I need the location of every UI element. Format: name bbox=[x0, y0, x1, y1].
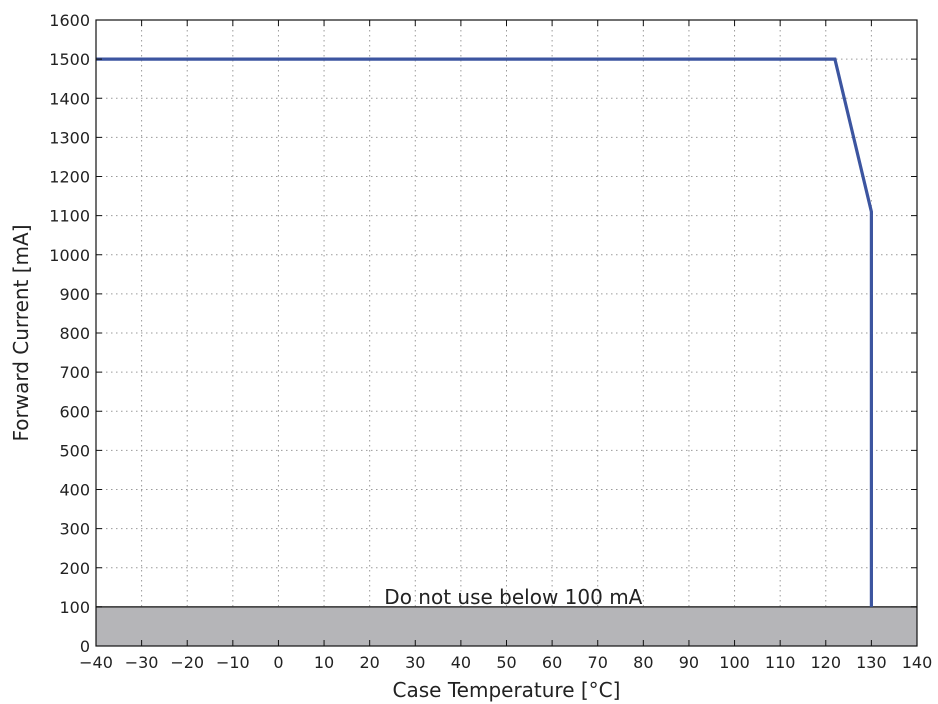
x-tick-label: 20 bbox=[359, 653, 379, 672]
x-tick-labels: −40 −30 −20 −10 0 10 20 30 40 50 60 70 80 90 100 110 120… bbox=[79, 653, 932, 672]
y-tick-label: 1600 bbox=[49, 11, 90, 30]
x-tick-label: 130 bbox=[856, 653, 887, 672]
x-tick-label: 0 bbox=[273, 653, 283, 672]
x-tick-label: 30 bbox=[405, 653, 425, 672]
x-tick-label: 100 bbox=[719, 653, 750, 672]
x-tick-label: −40 bbox=[79, 653, 113, 672]
x-tick-label: 40 bbox=[451, 653, 471, 672]
tick-layer bbox=[95, 19, 918, 647]
y-tick-label: 100 bbox=[59, 598, 90, 617]
y-tick-label: 900 bbox=[59, 285, 90, 304]
y-tick-label: 1300 bbox=[49, 128, 90, 147]
x-tick-label: 140 bbox=[902, 653, 933, 672]
y-tick-label: 500 bbox=[59, 441, 90, 460]
x-tick-label: −30 bbox=[125, 653, 159, 672]
y-tick-label: 800 bbox=[59, 324, 90, 343]
x-tick-label: 80 bbox=[633, 653, 653, 672]
do-not-use-annotation: Do not use below 100 mA bbox=[384, 585, 642, 609]
do-not-use-region bbox=[96, 606, 917, 646]
x-tick-label: 10 bbox=[314, 653, 334, 672]
y-tick-label: 1200 bbox=[49, 168, 90, 187]
y-tick-label: 600 bbox=[59, 402, 90, 421]
x-tick-label: 60 bbox=[542, 653, 562, 672]
y-tick-label: 1000 bbox=[49, 246, 90, 265]
y-tick-label: 300 bbox=[59, 520, 90, 539]
y-tick-labels: 0 100 200 300 400 500 600 700 800 900 1000 1100 1200… bbox=[49, 11, 90, 656]
derating-curve-line bbox=[96, 57, 873, 607]
x-tick-label: 50 bbox=[496, 653, 516, 672]
y-tick-label: 200 bbox=[59, 559, 90, 578]
x-axis-label: Case Temperature [°C] bbox=[393, 678, 621, 702]
x-tick-label: 110 bbox=[765, 653, 796, 672]
y-tick-label: 0 bbox=[80, 637, 90, 656]
x-tick-label: 70 bbox=[588, 653, 608, 672]
y-tick-label: 400 bbox=[59, 481, 90, 500]
y-tick-label: 700 bbox=[59, 363, 90, 382]
x-tick-label: −20 bbox=[170, 653, 204, 672]
series-layer bbox=[96, 57, 873, 607]
x-tick-label: 90 bbox=[679, 653, 699, 672]
x-tick-label: −10 bbox=[216, 653, 250, 672]
y-axis-label: Forward Current [mA] bbox=[9, 224, 33, 441]
y-tick-label: 1400 bbox=[49, 89, 90, 108]
y-tick-label: 1500 bbox=[49, 50, 90, 69]
x-tick-label: 120 bbox=[811, 653, 842, 672]
y-tick-label: 1100 bbox=[49, 207, 90, 226]
